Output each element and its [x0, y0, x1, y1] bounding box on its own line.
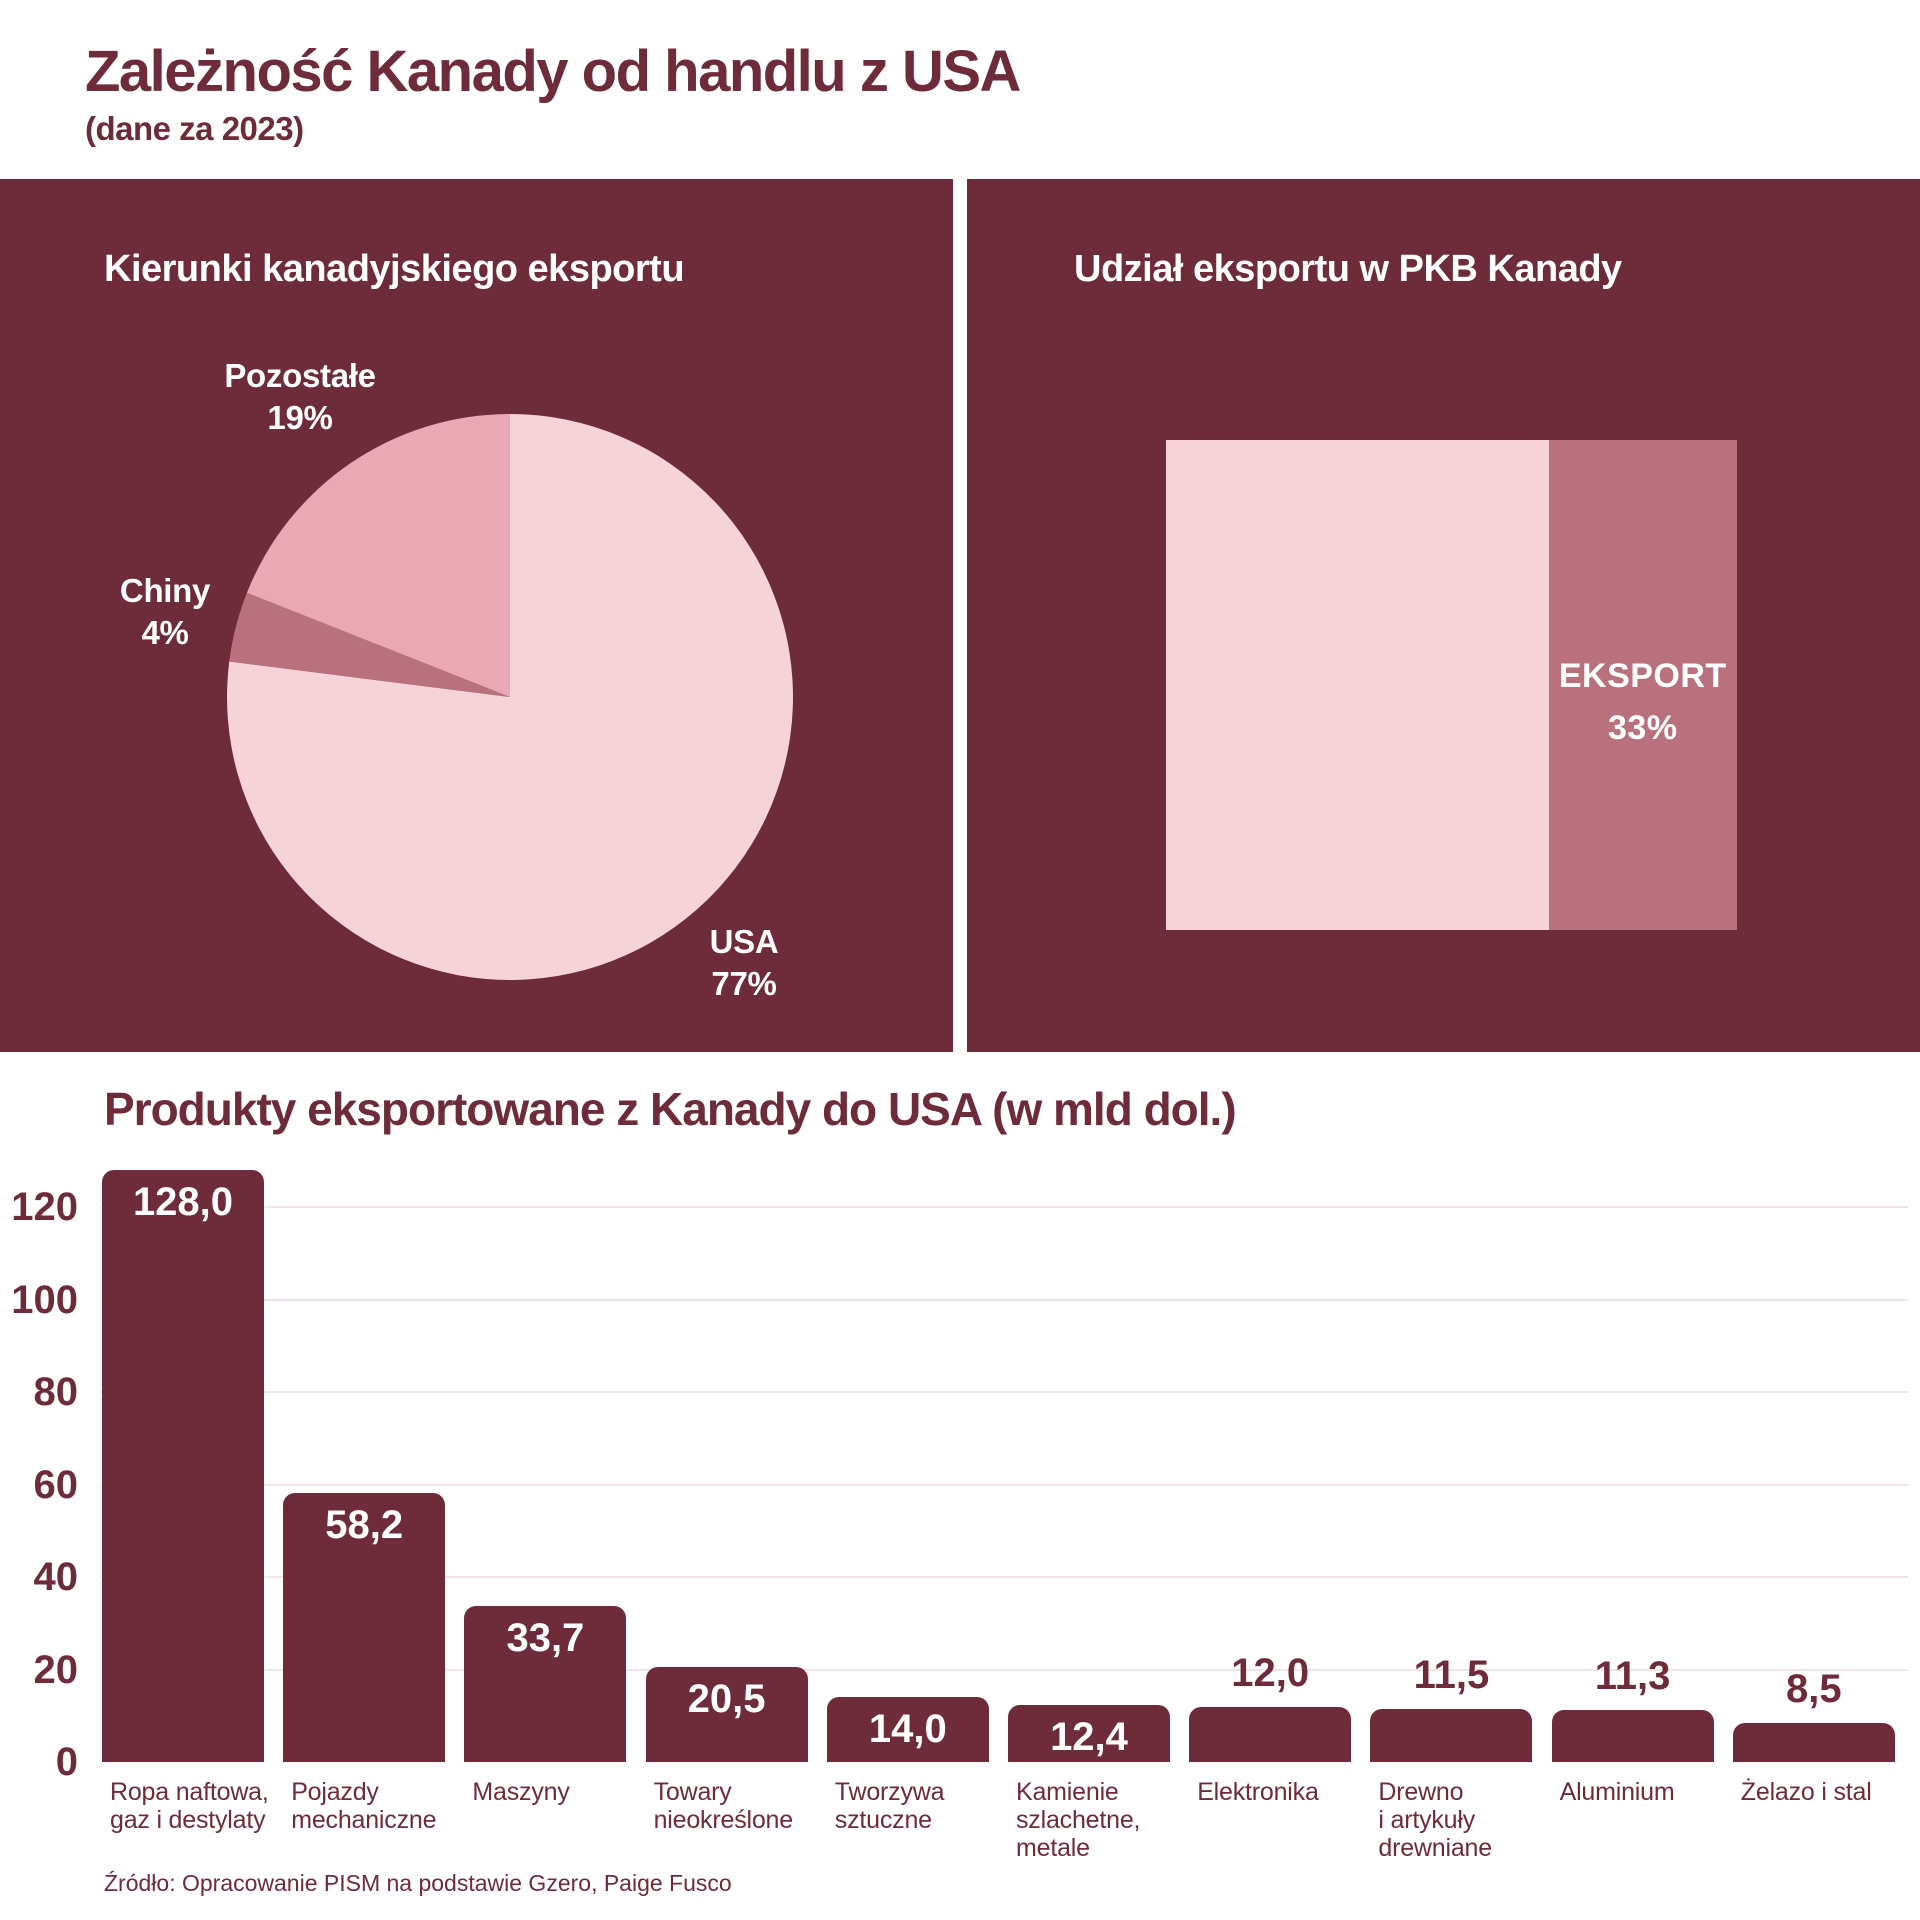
bar-category-line: nieokreślone [653, 1806, 794, 1834]
gdp-export-label-value: 33% [1607, 709, 1678, 747]
bar-category-line: mechaniczne [291, 1806, 437, 1834]
gridline-100 [100, 1298, 1908, 1301]
bar-category-line: metale [1016, 1834, 1090, 1862]
gridline-120 [100, 1206, 1908, 1208]
gridline-40 [100, 1576, 1908, 1578]
bar-value-6: 12,4 [1050, 1714, 1128, 1759]
gdp-export-label-name: EKSPORT [1558, 657, 1727, 695]
bar-category-line: gaz i destylaty [110, 1806, 266, 1834]
bar-category-line: Aluminium [1559, 1778, 1675, 1806]
y-axis-tick-120: 120 [11, 1185, 78, 1229]
bar-category-line: drewniane [1378, 1834, 1492, 1862]
bar-category-3: Maszyny [472, 1778, 653, 1806]
bar-category-9: Aluminium [1560, 1778, 1741, 1806]
gdp-rectangle-chart: EKSPORT 33% [1166, 440, 1737, 930]
bar-category-line: Pojazdy [291, 1778, 379, 1806]
bar-value-4: 20,5 [687, 1677, 766, 1722]
page-subtitle: (dane za 2023) [85, 110, 304, 147]
pie-label-chiny: Chiny 4% [65, 570, 265, 654]
bar-3 [464, 1606, 627, 1762]
bar-2 [283, 1492, 446, 1762]
y-axis-tick-100: 100 [11, 1277, 78, 1322]
pie-label-pozostale-name: Pozostałe [224, 357, 376, 394]
gridline-20 [100, 1668, 1908, 1671]
y-axis-tick-20: 20 [33, 1647, 79, 1692]
gdp-export-label: EKSPORT 33% [1549, 650, 1737, 754]
gdp-rest-rect [1166, 440, 1549, 930]
pie-label-pozostale: Pozostałe 19% [190, 355, 410, 439]
gridline-80 [100, 1391, 1908, 1393]
bar-4 [645, 1667, 808, 1762]
bar-value-9: 11,3 [1594, 1653, 1671, 1698]
bar-category-5: Tworzywa sztuczne [835, 1778, 1016, 1834]
export-directions-title: Kierunki kanadyjskiego eksportu [104, 248, 685, 290]
pie-slice-pozosta-e [246, 414, 510, 697]
bar-category-line: Tworzywa [834, 1778, 945, 1806]
pie-slice-usa [226, 414, 793, 981]
gdp-export-rect: EKSPORT 33% [1548, 440, 1737, 930]
bar-category-line: Żelazo i stal [1740, 1778, 1872, 1806]
pie-label-usa-name: USA [709, 923, 779, 960]
bar-value-10: 8,5 [1785, 1666, 1842, 1711]
bar-value-7: 12,0 [1231, 1650, 1310, 1695]
bar-category-line: Towary [653, 1778, 732, 1806]
y-axis-tick-0: 0 [55, 1740, 78, 1784]
bar-category-1: Ropa naftowa, gaz i destylaty [110, 1778, 291, 1834]
pie-label-pozostale-value: 19% [267, 399, 333, 436]
bar-category-line: Maszyny [472, 1778, 570, 1806]
bar-category-line: Drewno [1378, 1778, 1464, 1806]
y-axis-tick-80: 80 [33, 1370, 79, 1414]
pie-label-chiny-value: 4% [141, 614, 189, 651]
bar-9 [1551, 1709, 1714, 1762]
bar-8 [1370, 1708, 1533, 1762]
bar-category-2: Pojazdy mechaniczne [291, 1778, 472, 1834]
bar-category-4: Towary nieokreślone [654, 1778, 835, 1834]
bar-value-1: 128,0 [132, 1180, 234, 1224]
bar-value-2: 58,2 [325, 1502, 404, 1547]
source-note: Źródło: Opracowanie PISM na podstawie Gz… [104, 1870, 732, 1896]
gridline-60 [100, 1483, 1908, 1486]
pie-label-usa-value: 77% [711, 965, 777, 1002]
pie-label-chiny-name: Chiny [119, 572, 211, 609]
bar-5 [826, 1697, 989, 1762]
pie-label-usa: USA 77% [634, 921, 854, 1005]
bar-category-10: Żelazo i stal [1741, 1778, 1920, 1806]
bar-value-3: 33,7 [506, 1616, 585, 1661]
y-axis-tick-60: 60 [33, 1462, 79, 1507]
bar-category-line: szlachetne, [1016, 1806, 1141, 1834]
bar-category-line: sztuczne [834, 1806, 932, 1834]
bar-category-line: i artykuły [1378, 1806, 1476, 1834]
bar-category-8: Drewno i artykuły drewniane [1378, 1778, 1559, 1862]
gdp-share-title: Udział eksportu w PKB Kanady [1074, 248, 1622, 290]
page-title: Zależność Kanady od handlu z USA [85, 39, 1021, 104]
bar-value-5: 14,0 [868, 1707, 947, 1752]
bar-6 [1008, 1704, 1170, 1762]
bar-value-8: 11,5 [1413, 1652, 1490, 1697]
bar-7 [1189, 1706, 1352, 1762]
y-axis-tick-40: 40 [33, 1555, 79, 1599]
bar-category-7: Elektronika [1197, 1778, 1378, 1806]
export-directions-pie-chart [226, 414, 793, 981]
bar-category-line: Kamienie [1016, 1778, 1119, 1806]
pie-slice-chiny [229, 592, 510, 697]
bar-10 [1732, 1722, 1895, 1762]
bar-1 [102, 1170, 264, 1762]
bar-category-line: Elektronika [1197, 1778, 1319, 1806]
bar-category-6: Kamienie szlachetne, metale [1016, 1778, 1197, 1862]
bar-category-line: Ropa naftowa, [110, 1778, 269, 1806]
bar-chart-title: Produkty eksportowane z Kanady do USA (w… [104, 1083, 1237, 1135]
